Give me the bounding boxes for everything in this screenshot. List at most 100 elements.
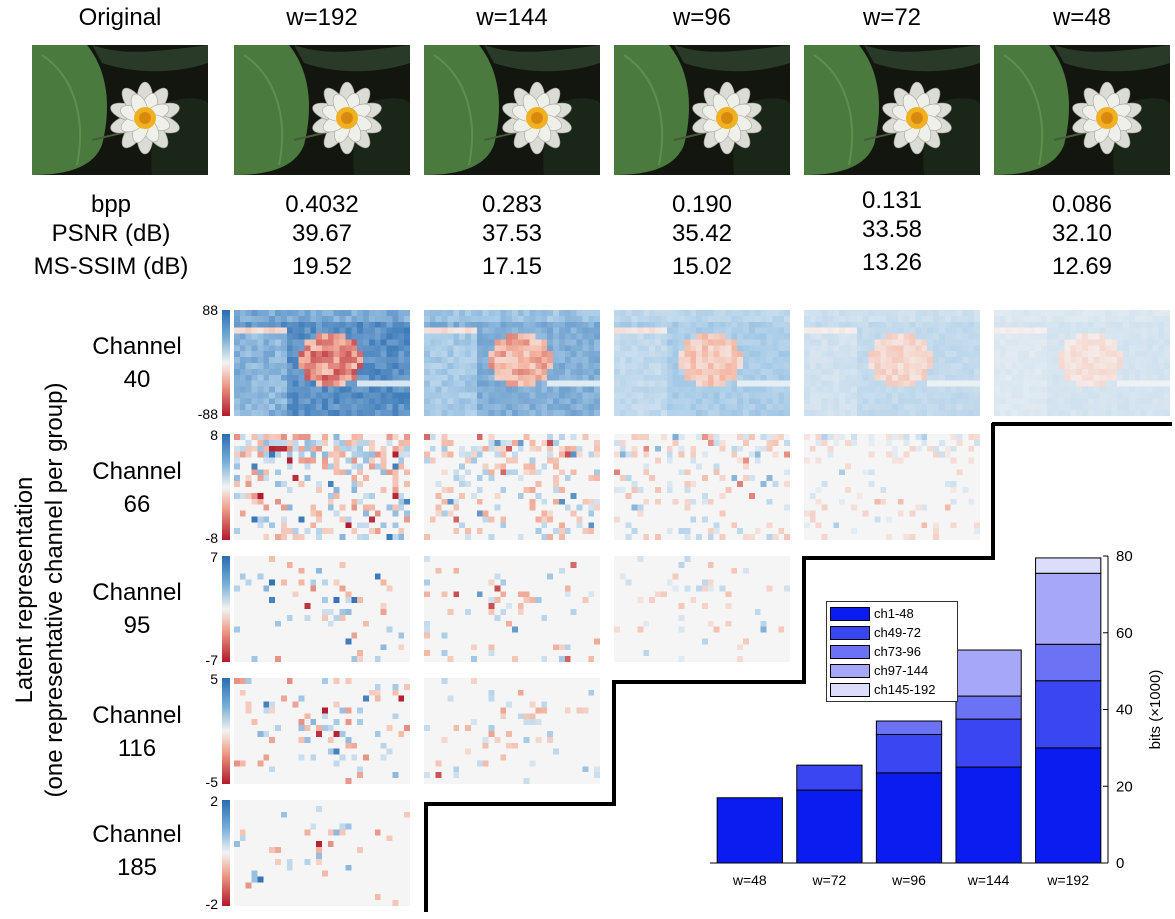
colorbar bbox=[222, 434, 230, 540]
msssim-value: 12.69 bbox=[1051, 253, 1113, 280]
bar-segment bbox=[955, 649, 1022, 697]
bar-segment bbox=[955, 695, 1022, 720]
psnr-value: 37.53 bbox=[481, 220, 543, 247]
bar-segment bbox=[955, 766, 1022, 864]
reconstruction-w192-photo bbox=[234, 45, 410, 175]
colorbar-max-tick: 5 bbox=[210, 671, 218, 687]
column-title-w72: w=72 bbox=[862, 4, 922, 31]
colorbar-min-tick: -8 bbox=[205, 530, 218, 546]
reconstruction-w96-photo bbox=[614, 45, 790, 175]
bar-segment bbox=[1035, 680, 1102, 749]
colorbar-min-tick: -2 bbox=[205, 896, 218, 912]
colorbar-min-tick: -88 bbox=[197, 406, 218, 422]
legend-item: ch49-72 bbox=[830, 623, 954, 642]
y-tick-label: 20 bbox=[1116, 778, 1133, 795]
reconstruction-w144-photo bbox=[424, 45, 600, 175]
colorbar-max-tick: 7 bbox=[210, 549, 218, 565]
latent-heatmap bbox=[234, 678, 410, 784]
colorbar bbox=[222, 678, 230, 784]
y-axis-label: bits (×1000) bbox=[1147, 670, 1164, 750]
bar-segment bbox=[875, 733, 943, 774]
column-title-original: Original bbox=[78, 4, 162, 31]
psnr-value: 33.58 bbox=[861, 216, 923, 243]
latent-heatmap bbox=[234, 556, 410, 662]
channel-label: Channel 66 bbox=[92, 458, 182, 518]
channel-label: Channel 95 bbox=[92, 579, 182, 639]
latent-heatmap bbox=[424, 434, 600, 540]
legend-swatch bbox=[830, 682, 870, 697]
latent-heatmap bbox=[234, 310, 410, 416]
x-tick-label: w=72 bbox=[811, 872, 846, 888]
x-tick-label: w=192 bbox=[1046, 872, 1089, 888]
channel-label: Channel 185 bbox=[92, 821, 182, 881]
chart-legend: ch1-48 ch49-72 ch73-96 ch97-144 ch145-19… bbox=[826, 601, 958, 702]
bar-segment bbox=[1035, 572, 1102, 645]
bpp-value: 0.131 bbox=[861, 187, 923, 214]
y-tick-label: 0 bbox=[1116, 855, 1124, 872]
y-tick-label: 80 bbox=[1116, 548, 1133, 565]
bar-segment bbox=[796, 789, 863, 864]
y-tick-label: 60 bbox=[1116, 625, 1133, 642]
bpp-value: 0.190 bbox=[671, 191, 733, 218]
latent-heatmap bbox=[234, 800, 410, 906]
bar-segment bbox=[1035, 747, 1102, 864]
latent-heatmap bbox=[804, 434, 980, 540]
colorbar-max-tick: 2 bbox=[210, 793, 218, 809]
legend-swatch bbox=[830, 663, 870, 678]
legend-swatch bbox=[830, 625, 870, 640]
bpp-label: bpp bbox=[90, 191, 132, 218]
psnr-value: 39.67 bbox=[291, 220, 353, 247]
bar-segment bbox=[1035, 557, 1102, 574]
latent-heatmap bbox=[804, 310, 980, 416]
colorbar-min-tick: -7 bbox=[205, 652, 218, 668]
msssim-value: 13.26 bbox=[861, 249, 923, 276]
latent-heatmap bbox=[424, 310, 600, 416]
msssim-value: 15.02 bbox=[671, 253, 733, 280]
legend-item: ch145-192 bbox=[830, 680, 954, 699]
channel-label: Channel 40 bbox=[92, 333, 182, 393]
colorbar-min-tick: -5 bbox=[205, 774, 218, 790]
reconstruction-w72-photo bbox=[804, 45, 980, 175]
msssim-label: MS-SSIM (dB) bbox=[33, 253, 189, 280]
original-photo bbox=[32, 45, 208, 175]
psnr-value: 32.10 bbox=[1051, 220, 1113, 247]
bpp-value: 0.283 bbox=[481, 191, 543, 218]
bits-bar-chart: w=48 w=72 w=96 w=144 w=192 0 20 40 60 80 bits (×10… bbox=[710, 548, 1164, 888]
column-title-w48: w=48 bbox=[1052, 4, 1112, 31]
legend-item: ch73-96 bbox=[830, 642, 954, 661]
x-tick-label: w=48 bbox=[732, 872, 767, 888]
colorbar bbox=[222, 556, 230, 662]
bar-segment bbox=[875, 772, 943, 864]
legend-item: ch1-48 bbox=[830, 604, 954, 623]
legend-item: ch97-144 bbox=[830, 661, 954, 680]
bpp-value: 0.086 bbox=[1051, 191, 1113, 218]
x-tick-label: w=144 bbox=[967, 872, 1010, 888]
bar-segment bbox=[1035, 643, 1102, 682]
colorbar bbox=[222, 800, 230, 906]
colorbar-max-tick: 88 bbox=[202, 302, 218, 318]
latent-heatmap bbox=[614, 310, 790, 416]
latent-heatmap bbox=[994, 310, 1170, 416]
msssim-value: 19.52 bbox=[291, 253, 353, 280]
channel-label: Channel 116 bbox=[92, 702, 182, 762]
psnr-label: PSNR (dB) bbox=[51, 220, 171, 247]
column-title-w144: w=144 bbox=[476, 4, 548, 31]
latent-heatmap bbox=[424, 556, 600, 662]
latent-heatmap bbox=[234, 434, 410, 540]
colorbar bbox=[222, 310, 230, 416]
column-title-w192: w=192 bbox=[286, 4, 358, 31]
latent-heatmap bbox=[614, 556, 790, 662]
reconstruction-w48-photo bbox=[994, 45, 1170, 175]
column-title-w96: w=96 bbox=[672, 4, 732, 31]
latent-heatmap bbox=[424, 678, 600, 784]
bar-segment bbox=[716, 797, 783, 864]
bar-segment bbox=[955, 718, 1022, 768]
bar-segment bbox=[875, 720, 943, 735]
msssim-value: 17.15 bbox=[481, 253, 543, 280]
bpp-value: 0.4032 bbox=[285, 191, 359, 218]
bar-segment bbox=[796, 764, 863, 791]
y-tick-label: 40 bbox=[1116, 702, 1133, 719]
legend-swatch bbox=[830, 644, 870, 659]
psnr-value: 35.42 bbox=[671, 220, 733, 247]
